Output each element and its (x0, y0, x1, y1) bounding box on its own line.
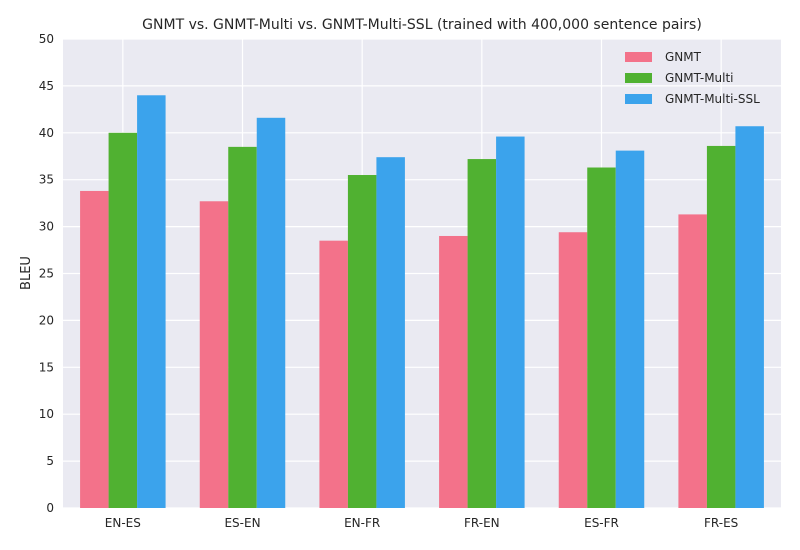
legend: GNMT GNMT-Multi GNMT-Multi-SSL (625, 50, 760, 106)
y-axis-label: BLEU (19, 256, 34, 290)
bar-gnmt-es-en (199, 201, 229, 509)
y-tick-label: 35 (39, 173, 54, 187)
bar-gnmt-multi-es-en (228, 146, 257, 508)
x-axis-ticks: EN-ES ES-EN EN-FR FR-EN ES-FR FR-ES (105, 516, 739, 530)
bar-gnmt-es-fr (558, 232, 588, 508)
y-tick-label: 25 (39, 267, 54, 281)
bar-gnmt-en-es (80, 190, 109, 508)
x-tick-label: FR-EN (464, 516, 500, 530)
bar-gnmt-multi-ssl-en-es (137, 95, 166, 508)
x-tick-label: EN-FR (344, 516, 380, 530)
bar-gnmt-multi-en-es (108, 132, 138, 509)
legend-label: GNMT (665, 50, 702, 64)
y-axis-ticks: 0 5 10 15 20 25 30 35 40 45 50 (39, 32, 54, 515)
bar-gnmt-multi-ssl-en-fr (376, 157, 405, 509)
y-tick-label: 45 (39, 79, 54, 93)
bar-group (80, 95, 764, 509)
y-tick-label: 50 (39, 32, 54, 46)
y-tick-label: 5 (46, 454, 54, 468)
bar-gnmt-multi-ssl-es-fr (615, 150, 645, 508)
x-tick-label: ES-FR (584, 516, 619, 530)
bar-gnmt-multi-fr-en (467, 159, 497, 508)
bar-gnmt-multi-ssl-es-en (256, 117, 286, 509)
bar-gnmt-multi-ssl-fr-es (735, 126, 764, 508)
legend-swatch (625, 94, 652, 104)
x-tick-label: FR-ES (704, 516, 738, 530)
x-tick-label: EN-ES (105, 516, 141, 530)
legend-label: GNMT-Multi-SSL (665, 92, 760, 106)
legend-swatch (625, 52, 652, 62)
legend-label: GNMT-Multi (665, 71, 734, 85)
y-tick-label: 0 (46, 501, 54, 515)
y-tick-label: 10 (39, 407, 54, 421)
bar-gnmt-multi-es-fr (587, 167, 616, 509)
y-tick-label: 15 (39, 360, 54, 374)
bar-gnmt-multi-ssl-fr-en (496, 136, 525, 508)
y-tick-label: 30 (39, 220, 54, 234)
chart-title: GNMT vs. GNMT-Multi vs. GNMT-Multi-SSL (… (142, 17, 702, 33)
bar-gnmt-fr-en (439, 235, 468, 509)
bar-gnmt-multi-en-fr (347, 175, 377, 508)
y-tick-label: 20 (39, 313, 54, 327)
bar-gnmt-multi-fr-es (706, 145, 736, 508)
x-tick-label: ES-EN (224, 516, 260, 530)
legend-swatch (625, 73, 652, 83)
y-tick-label: 40 (39, 126, 54, 140)
bar-gnmt-en-fr (319, 240, 348, 509)
bar-gnmt-fr-es (678, 214, 707, 508)
